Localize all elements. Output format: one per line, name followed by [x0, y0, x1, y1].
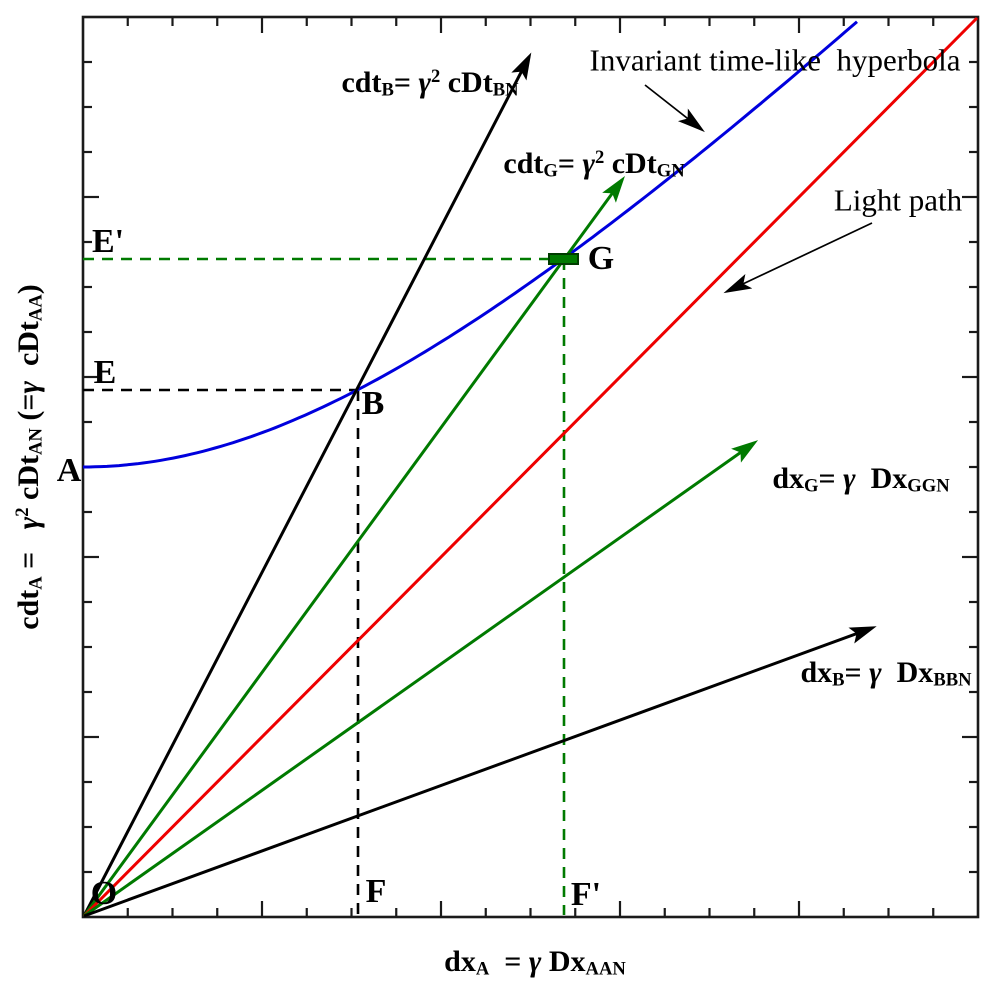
point-label-e: E [93, 354, 117, 391]
invariant-hyperbola [83, 20, 858, 469]
point-label-b: B [361, 385, 385, 422]
y-axis-label: cdtA = γ2 cDtAN (=γ cDtAA) [11, 284, 47, 630]
cdt-g-label: cdtG= γ2 cDtGN [503, 146, 685, 182]
point-label-e-prime: E' [91, 223, 125, 260]
light-path-line [82, 16, 979, 918]
point-label-a: A [56, 452, 82, 489]
cdt-g-worldline-arrow [82, 175, 625, 917]
light-path-annotation: Light path [833, 182, 963, 218]
cdt-b-worldline-arrow [82, 52, 532, 917]
point-label-o: O [90, 875, 118, 912]
hyperbola-annotation: Invariant time-like hyperbola [589, 42, 961, 78]
light-path-pointer-arrow [723, 222, 873, 294]
point-label-f-prime: F' [570, 876, 602, 913]
dx-g-label: dxG= γ DxGGN [772, 462, 950, 497]
x-axis-label: dxA = γ DxAAN [444, 945, 626, 980]
g-event-marker [548, 253, 579, 265]
point-label-f: F [365, 873, 387, 910]
dx-b-arrow [83, 626, 877, 918]
dx-b-label: dxB= γ DxBBN [800, 656, 972, 691]
cdt-b-label: cdtB= γ2 cDtBN [341, 65, 519, 101]
point-label-g: G [587, 240, 615, 277]
hyperbola-pointer-arrow [644, 84, 705, 133]
dx-g-arrow [83, 440, 759, 918]
